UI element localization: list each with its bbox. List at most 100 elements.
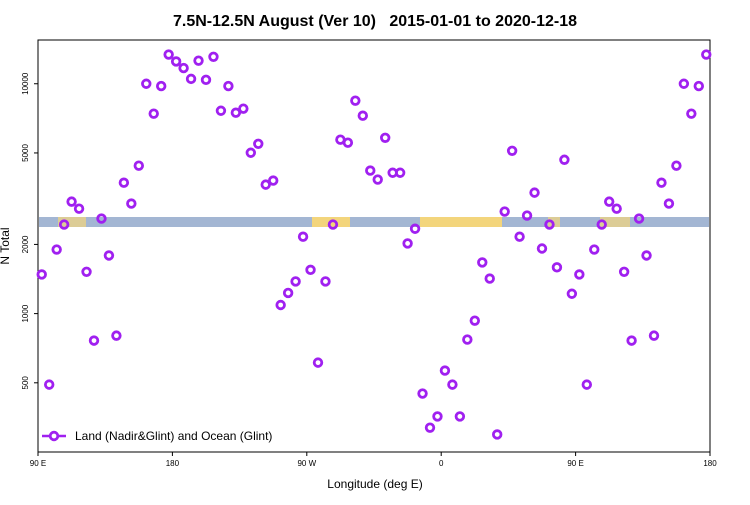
point xyxy=(365,165,376,176)
point xyxy=(96,213,107,224)
point xyxy=(678,78,690,89)
point xyxy=(641,250,652,261)
point xyxy=(357,110,368,121)
point xyxy=(245,147,256,158)
y-tick-label: 2000 xyxy=(21,235,30,253)
point xyxy=(58,219,70,230)
point xyxy=(521,210,533,221)
legend-label: Land (Nadir&Glint) and Ocean (Glint) xyxy=(75,429,272,443)
point xyxy=(686,108,697,119)
point xyxy=(559,154,570,165)
point xyxy=(432,411,443,422)
y-tick-label: 500 xyxy=(21,376,30,390)
point xyxy=(230,107,242,118)
point xyxy=(66,196,77,207)
point xyxy=(163,49,174,60)
y-tick-label: 5000 xyxy=(21,143,30,161)
x-tick-label: 90 W xyxy=(297,459,316,468)
ocean-band xyxy=(39,217,709,227)
point xyxy=(544,219,555,230)
point xyxy=(275,299,286,311)
point xyxy=(208,51,219,62)
point xyxy=(693,80,704,92)
point xyxy=(253,138,264,149)
point xyxy=(492,429,503,440)
point xyxy=(611,203,622,214)
point xyxy=(484,273,495,284)
point xyxy=(402,238,413,249)
y-tick-label: 1000 xyxy=(21,304,30,322)
point xyxy=(633,213,645,224)
point xyxy=(238,103,249,114)
point xyxy=(215,105,227,116)
point xyxy=(439,365,451,376)
point xyxy=(193,55,204,66)
point xyxy=(499,206,510,217)
point xyxy=(581,379,592,390)
point xyxy=(506,145,518,156)
x-tick-label: 180 xyxy=(166,459,180,468)
point xyxy=(529,187,540,198)
point xyxy=(648,330,660,341)
point xyxy=(297,231,309,242)
point xyxy=(380,132,391,143)
point xyxy=(305,264,316,276)
point xyxy=(126,198,137,209)
point xyxy=(118,177,130,188)
point xyxy=(148,108,159,119)
chart-title: 7.5N-12.5N August (Ver 10) 2015-01-01 to… xyxy=(173,13,577,30)
point xyxy=(141,78,152,89)
point xyxy=(185,73,197,85)
point xyxy=(663,198,675,209)
point xyxy=(223,80,234,92)
point xyxy=(409,223,421,234)
point xyxy=(342,137,354,148)
point xyxy=(260,179,271,190)
point xyxy=(103,250,115,261)
point xyxy=(372,174,383,185)
x-axis-label: Longitude (deg E) xyxy=(327,477,422,491)
point xyxy=(566,288,578,299)
point xyxy=(327,219,339,230)
point xyxy=(604,196,615,207)
point xyxy=(477,257,488,268)
land-band xyxy=(58,217,86,227)
plot-frame xyxy=(37,39,711,453)
land-band xyxy=(548,217,560,227)
x-tick-label: 90 E xyxy=(567,459,583,468)
y-axis-label: N Total xyxy=(0,227,12,264)
point xyxy=(596,219,607,230)
land-band xyxy=(420,217,502,227)
legend-marker xyxy=(48,430,60,442)
point xyxy=(454,411,466,422)
point xyxy=(574,269,585,280)
point xyxy=(170,56,182,67)
y-tick-label: 10000 xyxy=(21,72,30,95)
point xyxy=(155,80,167,92)
point xyxy=(626,335,637,346)
point xyxy=(551,262,563,273)
point xyxy=(36,269,47,280)
point xyxy=(469,315,480,326)
point xyxy=(51,244,62,255)
point xyxy=(424,422,436,433)
point xyxy=(656,177,667,188)
point xyxy=(282,287,294,299)
surface-band xyxy=(39,217,709,227)
point xyxy=(312,357,324,368)
point xyxy=(81,266,92,278)
point xyxy=(618,266,630,278)
x-tick-label: 0 xyxy=(439,459,444,468)
point xyxy=(268,175,279,186)
point xyxy=(178,62,189,74)
point xyxy=(671,160,682,171)
point xyxy=(88,335,100,346)
point xyxy=(44,379,55,390)
point xyxy=(394,167,406,178)
point xyxy=(701,49,712,60)
x-tick-label: 180 xyxy=(703,459,717,468)
point xyxy=(73,203,85,214)
point xyxy=(447,379,458,390)
point xyxy=(200,74,212,86)
